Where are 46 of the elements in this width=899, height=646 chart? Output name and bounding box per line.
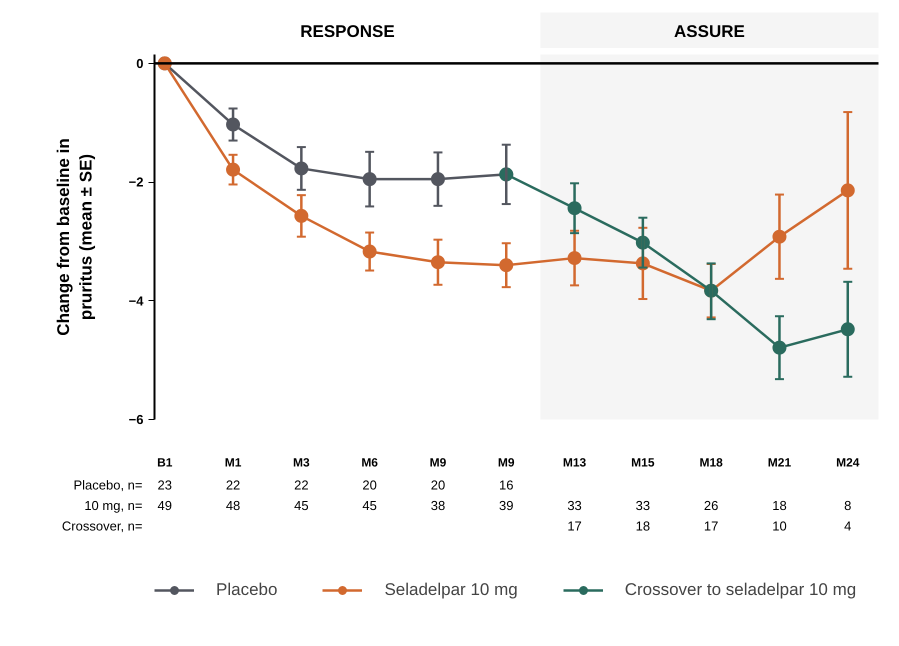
y-tick-label: −6 xyxy=(128,412,144,427)
x-tick-label: M18 xyxy=(699,456,724,470)
text: Crossover, n= xyxy=(62,518,143,534)
y-tick-label: 0 xyxy=(136,56,144,71)
x-tick-label: M6 xyxy=(361,456,378,470)
text: 10 mg, n= xyxy=(84,498,143,513)
x-tick-label: M21 xyxy=(768,456,792,470)
text: 38 xyxy=(430,498,446,513)
text: 45 xyxy=(362,498,377,513)
legend-label: Placebo xyxy=(216,580,278,600)
text: 18 xyxy=(772,498,787,513)
text: 17 xyxy=(567,518,582,534)
text: 49 xyxy=(158,498,172,513)
text: RESPONSE xyxy=(300,22,395,42)
y-tick-label: −2 xyxy=(128,174,144,190)
x-tick-label: M9 xyxy=(498,456,515,470)
text: 45 xyxy=(294,498,309,513)
y-axis-title: Change from baseline in pruritus (mean ± SE) xyxy=(54,138,96,336)
text: 39 xyxy=(499,498,514,513)
x-tick-label: M13 xyxy=(562,456,587,470)
text: 22 xyxy=(226,477,240,492)
text: Placebo, n= xyxy=(73,477,143,492)
text: 20 xyxy=(362,477,377,492)
text: 18 xyxy=(636,518,650,534)
x-tick-label: M24 xyxy=(836,456,860,470)
text: 4 xyxy=(844,518,852,534)
text: 33 xyxy=(636,498,650,513)
band-label: ASSURE xyxy=(674,22,745,42)
text: 20 xyxy=(430,477,446,492)
text: 48 xyxy=(226,498,240,513)
text: 23 xyxy=(158,477,172,492)
y-tick-label: −4 xyxy=(128,293,144,308)
text: 17 xyxy=(704,518,718,534)
text: 26 xyxy=(704,498,718,513)
text: 22 xyxy=(294,477,309,492)
legend-label: Crossover to seladelpar 10 mg xyxy=(624,580,856,600)
x-tick-label: M3 xyxy=(293,456,310,470)
text: 10 xyxy=(772,518,787,534)
legend-label: Seladelpar 10 mg xyxy=(384,580,518,600)
x-tick-label: M1 xyxy=(224,456,242,470)
text: 8 xyxy=(844,498,852,513)
x-tick-label: M15 xyxy=(631,456,655,470)
x-tick-label: M9 xyxy=(430,456,447,470)
text: 33 xyxy=(567,498,582,513)
x-tick-label: B1 xyxy=(157,456,173,470)
text: 16 xyxy=(499,477,514,492)
